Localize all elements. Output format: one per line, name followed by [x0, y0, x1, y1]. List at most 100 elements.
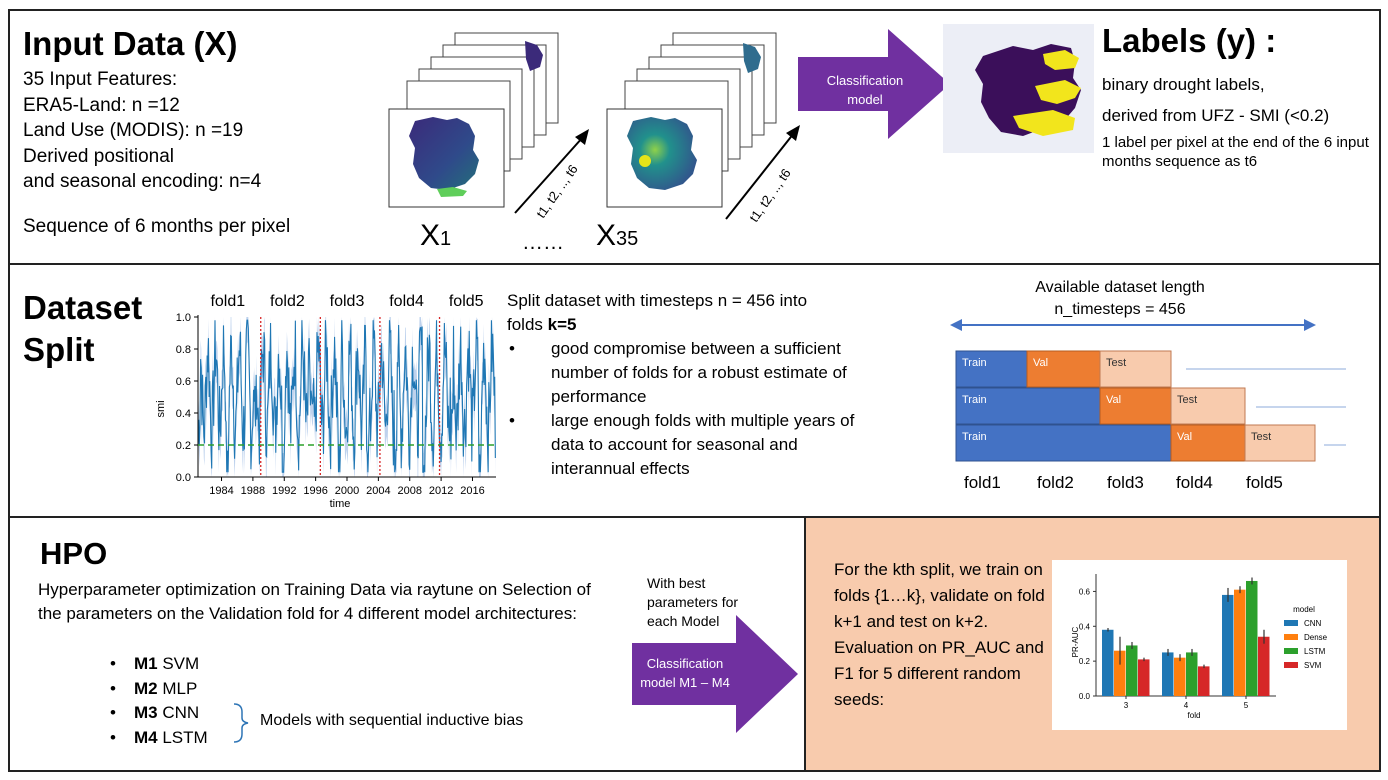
fold-row-3-test: Test	[1251, 431, 1271, 443]
classification-arrow	[798, 29, 950, 139]
prauc-x-tick-label: 4	[1184, 701, 1189, 710]
hpo-model-name: LSTM	[157, 727, 208, 747]
prauc-x-tick-label: 3	[1124, 701, 1129, 710]
dataset-split-title-line: Dataset	[23, 289, 143, 326]
x35-label-sub: 35	[616, 228, 639, 250]
prauc-ylabel: PR-AUC	[1071, 626, 1080, 657]
prauc-legend-label: LSTM	[1304, 647, 1326, 656]
input-feature-line: 35 Input Features:	[23, 69, 178, 90]
smi-line	[197, 319, 496, 473]
smi-xlabel: time	[330, 498, 351, 510]
classification-label: Classification model	[826, 73, 904, 107]
prauc-legend-title: model	[1293, 605, 1315, 614]
dataset-split-title-line: Split	[23, 331, 95, 368]
smi-y-tick-label: 0.0	[176, 472, 191, 484]
smi-y-tick-label: 0.2	[176, 440, 191, 452]
ellipsis: ……	[522, 231, 564, 254]
input-feature-line: and seasonal encoding: n=4	[23, 171, 262, 192]
input-data-panel: Input Data (X) 35 Input Features: ERA5-L…	[8, 9, 1381, 265]
hpo-model-item: M4 LSTM	[110, 726, 208, 751]
time-arrow-1: t1, t2, .., t6	[514, 129, 589, 221]
hpo-model-item: M3 CNN	[110, 701, 208, 726]
labels-title: Labels (y) :	[1102, 22, 1277, 59]
prauc-bar	[1222, 594, 1234, 696]
smi-fold-label: fold4	[389, 293, 424, 310]
x1-label-main: X	[420, 219, 441, 252]
prauc-bar	[1246, 580, 1258, 696]
fold-row-1: Train Val Test	[955, 350, 1346, 388]
fold-row-3-train: Train	[962, 431, 987, 443]
smi-x-tick-label: 1992	[272, 485, 296, 497]
hpo-model-item: M2 MLP	[110, 677, 208, 702]
smi-fold-label: fold2	[270, 293, 305, 310]
smi-x-tick-label: 2016	[460, 485, 484, 497]
smi-x-tick-label: 2008	[397, 485, 421, 497]
prauc-bar	[1234, 589, 1246, 696]
x1-label-sub: 1	[440, 228, 452, 250]
split-bullet: large enough folds with multiple years o…	[507, 409, 867, 481]
schema-fold-label: fold5	[1246, 473, 1283, 492]
split-intro: Split dataset with timesteps n = 456 int…	[507, 291, 808, 310]
schema-fold-label: fold2	[1037, 473, 1074, 492]
smi-x-tick-label: 1996	[303, 485, 327, 497]
hpo-description: Hyperparameter optimization on Training …	[38, 580, 591, 623]
fold-row-2-train: Train	[962, 394, 987, 406]
dataset-split-panel: Dataset Split 0.0 0.2 0.4 0.6 0.8 1.0 1984 1988…	[8, 263, 1381, 518]
smi-axes: 0.0 0.2 0.4 0.6 0.8 1.0 1984 1988 1992 1996 2000 20…	[176, 293, 496, 497]
map-frame-front	[388, 108, 505, 208]
hpo-model-id: M2	[134, 678, 158, 698]
hpo-model-name: MLP	[157, 678, 198, 698]
split-bullet: good compromise between a sufficient num…	[507, 337, 867, 409]
dataset-length-arrow	[950, 319, 1316, 331]
input-feature-line: ERA5-Land: n =12	[23, 94, 180, 116]
prauc-legend: model CNN Dense LSTM SVM	[1284, 605, 1328, 670]
label-map	[943, 24, 1094, 153]
hpo-model-list: M1 SVM M2 MLP M3 CNN M4 LSTM	[110, 652, 208, 750]
hpo-arrow	[632, 615, 798, 733]
hpo-model-name: CNN	[157, 703, 200, 722]
fold-row-1-val: Val	[1033, 357, 1048, 369]
hpo-panel: HPO Hyperparameter optimization on Train…	[8, 516, 806, 772]
prauc-xlabel: fold	[1188, 711, 1201, 720]
smi-x-tick-label: 1988	[241, 485, 265, 497]
fold-row-2-test: Test	[1177, 394, 1197, 406]
prauc-legend-swatch	[1284, 662, 1298, 668]
prauc-legend-swatch	[1284, 634, 1298, 640]
prauc-bars	[1102, 577, 1270, 696]
smi-y-tick-label: 0.6	[176, 376, 191, 388]
prauc-legend-label: Dense	[1304, 633, 1328, 642]
prauc-bar	[1114, 650, 1126, 696]
time-arrow-1-label: t1, t2, .., t6	[533, 162, 581, 221]
schema-fold-label: fold3	[1107, 473, 1144, 492]
evaluation-text: For the kth split, we train on folds {1……	[834, 560, 1045, 709]
labels-desc: binary drought labels, derived from UFZ …	[1102, 69, 1329, 131]
bracket-note: Models with sequential inductive bias	[260, 712, 524, 729]
fold-row-3-val: Val	[1177, 431, 1192, 443]
schema-fold-label: fold1	[964, 473, 1001, 492]
prauc-bar	[1258, 636, 1270, 696]
sequential-bracket	[233, 703, 249, 743]
fold-schema: Train Val Test Train Val Test Train Val …	[955, 350, 1346, 462]
x35-label-main: X	[596, 219, 617, 252]
smi-timeseries-plot: 0.0 0.2 0.4 0.6 0.8 1.0 1984 1988 1992 1996 2000 20…	[155, 293, 496, 510]
fold-row-2-val: Val	[1106, 394, 1121, 406]
smi-x-tick-label: 2004	[366, 485, 390, 497]
split-description: Split dataset with timesteps n = 456 int…	[507, 289, 867, 481]
map-frame-front	[606, 108, 723, 208]
fold-row-1-test: Test	[1106, 357, 1126, 369]
prauc-y-tick-label: 0.0	[1079, 692, 1091, 701]
input-features-list: 35 Input Features: ERA5-Land: n =12 Land…	[23, 67, 383, 195]
labels-note: 1 label per pixel at the end of the 6 in…	[1102, 134, 1369, 170]
fold-row-1-train: Train	[962, 357, 987, 369]
fold-row-3: Train Val Test	[955, 424, 1346, 462]
schema-title-line: n_timesteps = 456	[1054, 301, 1186, 318]
schema-title: Available dataset length n_timesteps = 4…	[1000, 277, 1240, 321]
smi-fold-label: fold5	[449, 293, 484, 310]
smi-series-line	[197, 319, 496, 473]
split-bullets: good compromise between a sufficient num…	[507, 337, 867, 481]
smi-ylabel: smi	[155, 400, 167, 417]
map-stack-x1	[388, 32, 559, 208]
prauc-x-tick-label: 5	[1244, 701, 1249, 710]
prauc-legend-swatch	[1284, 620, 1298, 626]
smi-y-tick-label: 0.8	[176, 344, 191, 356]
